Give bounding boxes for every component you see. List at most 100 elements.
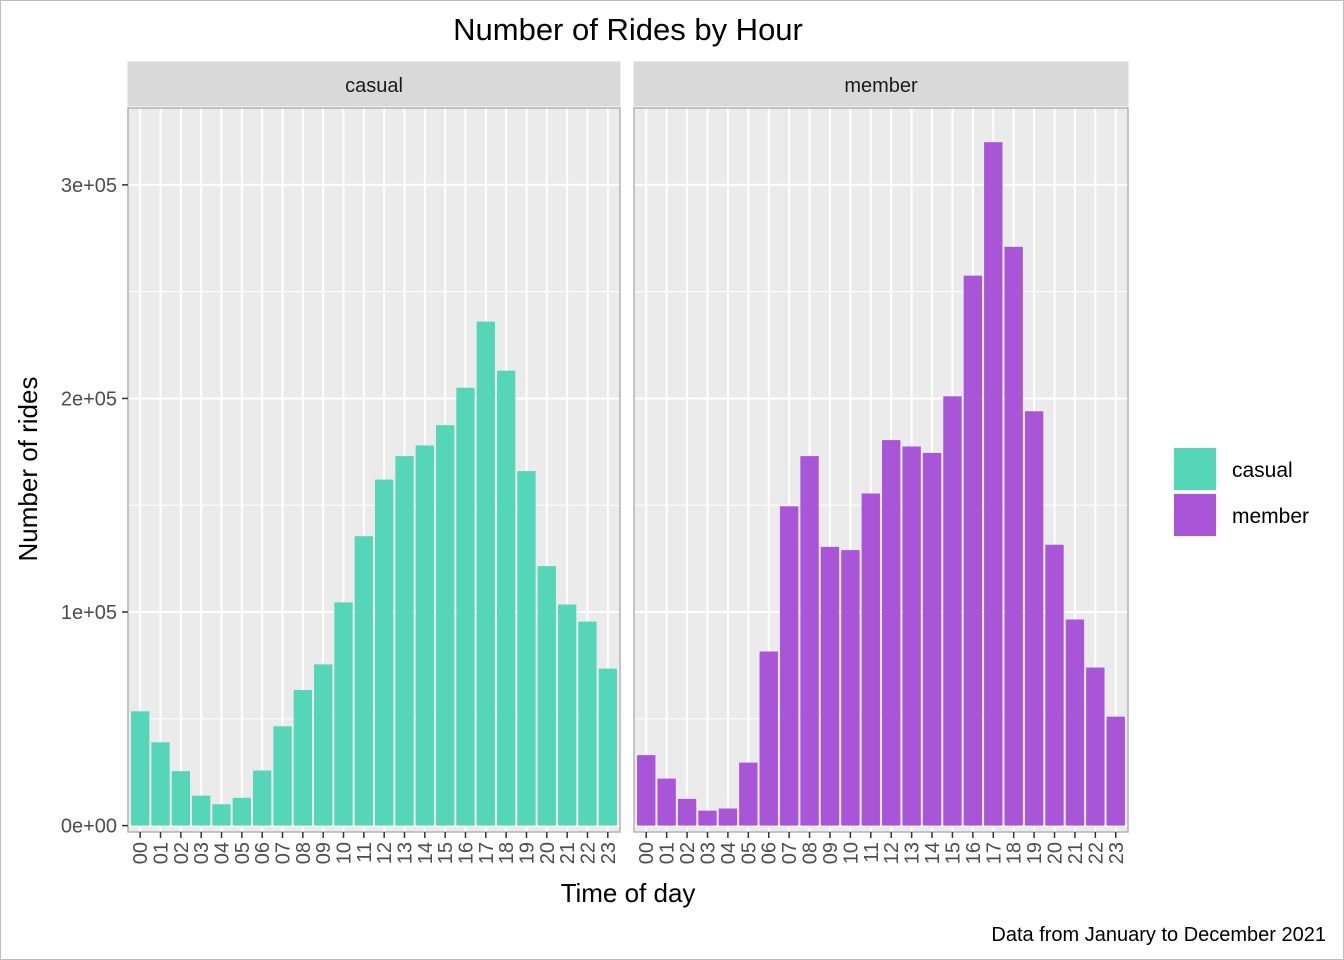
bar-casual-23	[598, 668, 617, 826]
x-tick-label: 06	[252, 842, 274, 864]
y-tick-label: 1e+05	[61, 602, 117, 624]
bar-member-08	[800, 456, 819, 826]
x-tick-label: 16	[455, 842, 477, 864]
x-tick-label: 15	[435, 842, 457, 864]
x-tick-label: 17	[983, 842, 1005, 864]
x-tick-label: 16	[963, 842, 985, 864]
bar-casual-13	[395, 456, 414, 826]
x-tick-label: 10	[840, 842, 862, 864]
x-tick-label: 09	[313, 842, 335, 864]
x-tick-label: 03	[191, 842, 213, 864]
x-tick-label: 12	[374, 842, 396, 864]
x-tick-label: 04	[718, 842, 740, 864]
x-tick-label: 01	[657, 842, 679, 864]
facet-strip-label: member	[844, 75, 918, 97]
x-tick-label: 05	[232, 842, 254, 864]
bar-member-00	[637, 755, 656, 826]
facet-panel-member: member 0001020304050607080910111213141516…	[633, 61, 1129, 864]
bar-casual-21	[557, 604, 577, 826]
x-tick-label: 18	[496, 842, 518, 864]
y-tick-label: 0e+00	[61, 816, 117, 838]
x-tick-label: 07	[779, 842, 801, 864]
facet-panels: casual0001020304050607080910111213141516…	[61, 61, 1129, 864]
facet-strip	[127, 61, 621, 107]
legend-swatch-member	[1174, 494, 1216, 536]
bar-casual-12	[375, 479, 394, 826]
bar-member-13	[902, 446, 921, 826]
bar-member-07	[779, 506, 799, 826]
x-tick-label: 04	[212, 842, 234, 864]
bar-casual-18	[497, 370, 516, 826]
facet-panel-casual: casual 0001020304050607080910111213141516…	[127, 61, 621, 864]
chart-caption: Data from January to December 2021	[991, 924, 1326, 946]
x-tick-label: 20	[1045, 842, 1067, 864]
bar-casual-07	[273, 726, 292, 826]
x-tick-label: 07	[273, 842, 295, 864]
x-tick-label: 19	[1024, 842, 1046, 864]
x-tick-label: 12	[881, 842, 903, 864]
x-tick-label: 22	[577, 842, 599, 864]
facet-strip-label: casual	[345, 75, 403, 97]
x-tick-label: 00	[636, 842, 658, 864]
bar-casual-11	[354, 536, 373, 826]
bar-member-10	[841, 550, 860, 826]
bar-casual-05	[232, 797, 251, 826]
facet-strip	[633, 61, 1129, 107]
x-tick-label: 17	[476, 842, 498, 864]
bar-casual-20	[537, 566, 556, 826]
x-tick-label: 11	[861, 842, 883, 863]
x-tick-label: 18	[1004, 842, 1026, 864]
bar-casual-22	[578, 621, 597, 826]
bar-casual-16	[456, 387, 475, 826]
legend-label-casual: casual	[1232, 459, 1293, 482]
panel-border	[127, 107, 621, 833]
bar-member-20	[1045, 544, 1064, 826]
bar-member-01	[657, 778, 676, 826]
bar-member-15	[943, 396, 962, 826]
x-tick-label: 11	[354, 842, 376, 863]
bar-member-04	[718, 808, 738, 826]
x-tick-label: 23	[1106, 842, 1128, 864]
bar-member-09	[820, 546, 840, 826]
x-tick-label: 01	[151, 842, 173, 864]
bar-casual-15	[436, 425, 455, 826]
bar-casual-14	[415, 445, 434, 826]
x-axis-label: Time of day	[561, 878, 696, 908]
x-tick-label: 19	[516, 842, 538, 864]
x-tick-label: 00	[130, 842, 152, 864]
bar-casual-00	[131, 711, 150, 826]
bar-casual-08	[293, 689, 312, 826]
bar-member-18	[1004, 246, 1023, 826]
legend: casual member	[1173, 447, 1309, 537]
bar-casual-06	[253, 770, 272, 826]
bar-member-14	[922, 452, 942, 826]
x-tick-label: 08	[800, 842, 822, 864]
x-tick-label: 02	[171, 842, 193, 864]
bar-member-02	[677, 798, 697, 826]
legend-label-member: member	[1232, 505, 1309, 528]
bar-member-22	[1086, 667, 1105, 826]
bar-casual-09	[314, 664, 333, 826]
x-tick-label: 14	[922, 842, 944, 864]
x-tick-label: 21	[1065, 842, 1087, 864]
x-tick-label: 13	[902, 842, 924, 864]
y-tick-label: 2e+05	[61, 388, 117, 410]
bar-casual-04	[212, 804, 231, 826]
x-tick-label: 08	[293, 842, 315, 864]
bar-member-05	[739, 762, 758, 826]
bar-member-06	[759, 651, 778, 826]
x-tick-label: 10	[334, 842, 356, 864]
x-tick-label: 22	[1085, 842, 1107, 864]
x-tick-label: 14	[415, 842, 437, 864]
x-tick-label: 03	[697, 842, 719, 864]
x-tick-label: 13	[394, 842, 416, 864]
bar-casual-19	[517, 471, 536, 826]
x-tick-label: 09	[820, 842, 842, 864]
x-tick-label: 23	[598, 842, 620, 864]
x-tick-label: 02	[677, 842, 699, 864]
bar-member-11	[861, 493, 880, 826]
bar-casual-10	[334, 602, 353, 826]
x-tick-label: 21	[557, 842, 579, 864]
bar-member-21	[1065, 619, 1085, 826]
